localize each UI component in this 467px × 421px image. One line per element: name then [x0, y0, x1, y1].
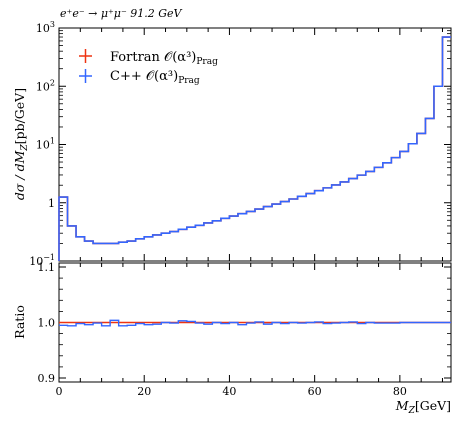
- x-tick-label: 20: [137, 385, 151, 398]
- x-tick-label: 0: [56, 385, 63, 398]
- legend-label-cpp: C++ 𝒪(α³)Prag: [110, 69, 200, 86]
- x-axis-label-main: M: [395, 398, 410, 413]
- y-axis-label-unit: [pb/GeV]: [12, 88, 27, 144]
- main-y-tick-label: 103: [36, 20, 55, 35]
- ratio-y-ticks: 1.1 1.0 0.9: [38, 261, 451, 385]
- chart-title: e⁺e⁻ → μ⁺μ⁻ 91.2 GeV: [60, 7, 183, 20]
- main-y-tick-label-exp: 1: [50, 137, 55, 146]
- y-axis-label-text: dσ / dMZ[pb/GeV]: [12, 88, 30, 200]
- ratio-y-tick-label: 1.1: [38, 261, 56, 274]
- main-y-tick-label-exp: 3: [50, 20, 55, 29]
- ratio-line-cpp: [59, 319, 451, 327]
- ratio-y-tick-label: 1.0: [38, 317, 56, 330]
- main-y-tick-label-exp: 2: [50, 78, 55, 87]
- legend-label-cpp-main: C++ 𝒪(α³): [110, 69, 178, 84]
- y-axis-label-main: dσ / dM: [12, 149, 27, 200]
- legend: Fortran 𝒪(α³)Prag C++ 𝒪(α³)Prag: [79, 49, 218, 86]
- ratio-y-tick-label: 0.9: [38, 372, 56, 385]
- main-y-tick-label-base: 1: [48, 197, 55, 210]
- x-axis-label: MZ[GeV]: [395, 398, 451, 416]
- main-y-tick-label: 1: [48, 197, 55, 210]
- main-y-tick-label-base: 10: [36, 80, 50, 93]
- series-line-cpp: [58, 36, 451, 261]
- x-axis-label-unit: [GeV]: [415, 398, 451, 413]
- main-y-tick-label-base: 10: [36, 22, 50, 35]
- legend-label-fortran: Fortran 𝒪(α³)Prag: [110, 50, 218, 67]
- legend-entry-fortran: Fortran 𝒪(α³)Prag: [79, 49, 218, 67]
- x-tick-label: 60: [308, 385, 322, 398]
- ratio-series-group: [59, 319, 451, 327]
- legend-label-fortran-sub: Prag: [196, 57, 218, 67]
- main-y-tick-label: 102: [36, 78, 55, 93]
- x-tick-label: 40: [222, 385, 236, 398]
- main-y-tick-label-base: 10: [29, 255, 43, 268]
- main-y-tick-label-base: 10: [36, 139, 50, 152]
- x-tick-label: 80: [393, 385, 407, 398]
- main-series-group: [58, 36, 451, 261]
- main-x-ticks: [58, 28, 443, 261]
- legend-label-cpp-sub: Prag: [178, 76, 200, 86]
- legend-entry-cpp: C++ 𝒪(α³)Prag: [79, 69, 200, 86]
- x-axis-label-sub: Z: [408, 406, 416, 416]
- ratio-x-ticks: [58, 263, 443, 382]
- main-y-tick-label: 10−1: [29, 253, 55, 268]
- x-tick-labels: 0 20 40 60 80: [56, 385, 407, 398]
- main-y-tick-label: 101: [36, 137, 55, 152]
- y-axis-label-sub: Z: [20, 144, 30, 152]
- main-y-tick-label-exp: −1: [43, 253, 55, 262]
- ratio-y-axis-label: Ratio: [12, 305, 27, 339]
- legend-label-fortran-main: Fortran 𝒪(α³): [110, 50, 196, 65]
- ratio-panel: 1.1 1.0 0.9: [38, 261, 452, 385]
- y-axis-label: dσ / dMZ[pb/GeV]: [12, 88, 30, 200]
